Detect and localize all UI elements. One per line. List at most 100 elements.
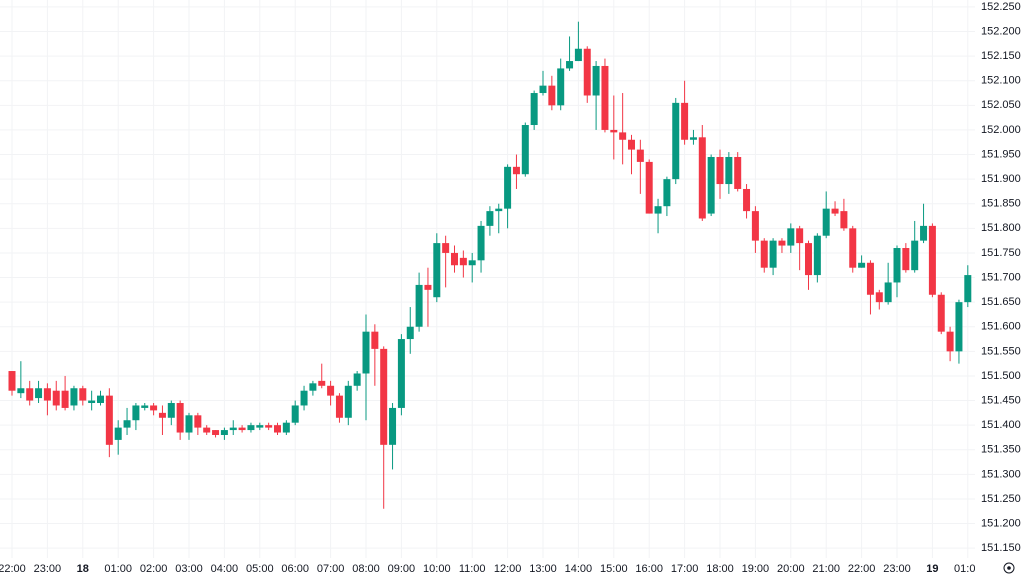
candle-body xyxy=(937,294,945,332)
candles xyxy=(8,21,972,509)
y-tick-label: 151.850 xyxy=(981,198,1021,210)
candle-body xyxy=(831,208,839,214)
x-tick-label: 06:00 xyxy=(281,563,309,575)
x-tick-label: 14:00 xyxy=(565,563,593,575)
x-axis: 22:00 23:00 18 01:00 02:00 03:00 04:00 05:00 06:… xyxy=(0,563,975,575)
candle-body xyxy=(212,430,220,435)
candle-body xyxy=(176,403,184,433)
x-tick-label: 17:00 xyxy=(671,563,699,575)
x-tick-label: 22:00 xyxy=(848,563,876,575)
x-tick-label: 04:00 xyxy=(211,563,239,575)
x-tick-label: 02:00 xyxy=(140,563,168,575)
candle-body xyxy=(238,427,246,431)
candle-body xyxy=(389,407,397,445)
candle-body xyxy=(97,395,104,404)
candle-body xyxy=(787,228,795,246)
candle-body xyxy=(468,260,476,266)
candle-body xyxy=(512,166,520,175)
candle-body xyxy=(265,425,273,428)
candle-body xyxy=(194,415,202,428)
y-tick-label: 151.750 xyxy=(981,247,1021,259)
x-tick-label: 10:00 xyxy=(423,563,451,575)
candle-body xyxy=(486,211,494,226)
candle-body xyxy=(663,179,671,207)
candle-body xyxy=(548,85,556,106)
candle-body xyxy=(335,395,343,418)
candle-body xyxy=(858,262,866,268)
y-axis: 151.150 151.200 151.250 151.300 151.350 151.4… xyxy=(981,1,1021,554)
y-tick-label: 151.600 xyxy=(981,321,1021,333)
candle-body xyxy=(734,156,742,189)
candle-body xyxy=(433,243,441,298)
candle-body xyxy=(698,137,706,219)
y-tick-label: 152.000 xyxy=(981,124,1021,136)
candle-body xyxy=(672,102,680,180)
candle-body xyxy=(583,48,591,96)
candle-body xyxy=(495,208,503,212)
candle-body xyxy=(17,388,25,394)
y-tick-label: 152.250 xyxy=(981,1,1021,13)
candle-body xyxy=(893,248,901,283)
candle-body xyxy=(8,371,16,391)
candle-body xyxy=(796,228,804,244)
candle-body xyxy=(725,156,733,185)
candle-body xyxy=(760,240,768,268)
candle-body xyxy=(813,235,821,276)
candle-body xyxy=(566,61,574,69)
candle-body xyxy=(964,275,972,303)
candle-body xyxy=(424,284,432,290)
candle-body xyxy=(946,331,954,352)
candle-body xyxy=(442,243,450,253)
candle-body xyxy=(114,427,122,440)
candle-body xyxy=(822,208,830,236)
candle-body xyxy=(610,129,618,133)
candle-body xyxy=(628,139,635,150)
x-tick-label: 03:00 xyxy=(175,563,203,575)
y-tick-label: 151.650 xyxy=(981,296,1021,308)
x-tick-label: 22:00 xyxy=(0,563,26,575)
x-tick-label: 23:00 xyxy=(34,563,62,575)
x-tick-label: 05:00 xyxy=(246,563,274,575)
candle-body xyxy=(805,243,812,276)
x-tick-label: 23:00 xyxy=(883,563,911,575)
candle-body xyxy=(681,102,689,140)
candle-body xyxy=(141,405,149,408)
candle-body xyxy=(327,385,335,396)
candle-body xyxy=(274,425,281,433)
candle-body xyxy=(920,225,928,241)
y-tick-label: 151.950 xyxy=(981,148,1021,160)
candle-body xyxy=(318,380,326,386)
y-tick-label: 151.300 xyxy=(981,468,1021,480)
candle-body xyxy=(716,156,724,185)
candle-body xyxy=(52,390,60,406)
x-tick-label: 08:00 xyxy=(352,563,380,575)
x-tick-label: 19:00 xyxy=(742,563,770,575)
candle-body xyxy=(645,161,653,214)
x-tick-label: 18:00 xyxy=(706,563,734,575)
candle-body xyxy=(79,388,87,401)
candle-body xyxy=(707,156,715,214)
y-tick-label: 151.150 xyxy=(981,542,1021,554)
candle-body xyxy=(451,252,458,266)
x-tick-label: 01:00 xyxy=(104,563,132,575)
candle-body xyxy=(884,282,892,303)
settings-icon[interactable] xyxy=(1003,562,1015,574)
candle-body xyxy=(778,240,786,246)
candle-body xyxy=(751,211,759,241)
x-tick-label: 15:00 xyxy=(600,563,628,575)
y-tick-label: 151.800 xyxy=(981,222,1021,234)
x-tick-label: 21:00 xyxy=(812,563,840,575)
settings-icon-dot[interactable] xyxy=(1007,566,1011,570)
candle-body xyxy=(220,430,228,435)
settings-button[interactable] xyxy=(1003,562,1015,574)
candle-body xyxy=(955,302,963,352)
candle-body xyxy=(397,339,405,408)
candle-body xyxy=(353,373,361,386)
candle-body xyxy=(902,248,910,271)
candle-body xyxy=(521,125,529,175)
candle-body xyxy=(229,427,237,431)
candle-body xyxy=(592,65,600,96)
candle-body xyxy=(61,390,69,408)
y-tick-label: 152.200 xyxy=(981,25,1021,37)
candle-body xyxy=(459,257,467,266)
